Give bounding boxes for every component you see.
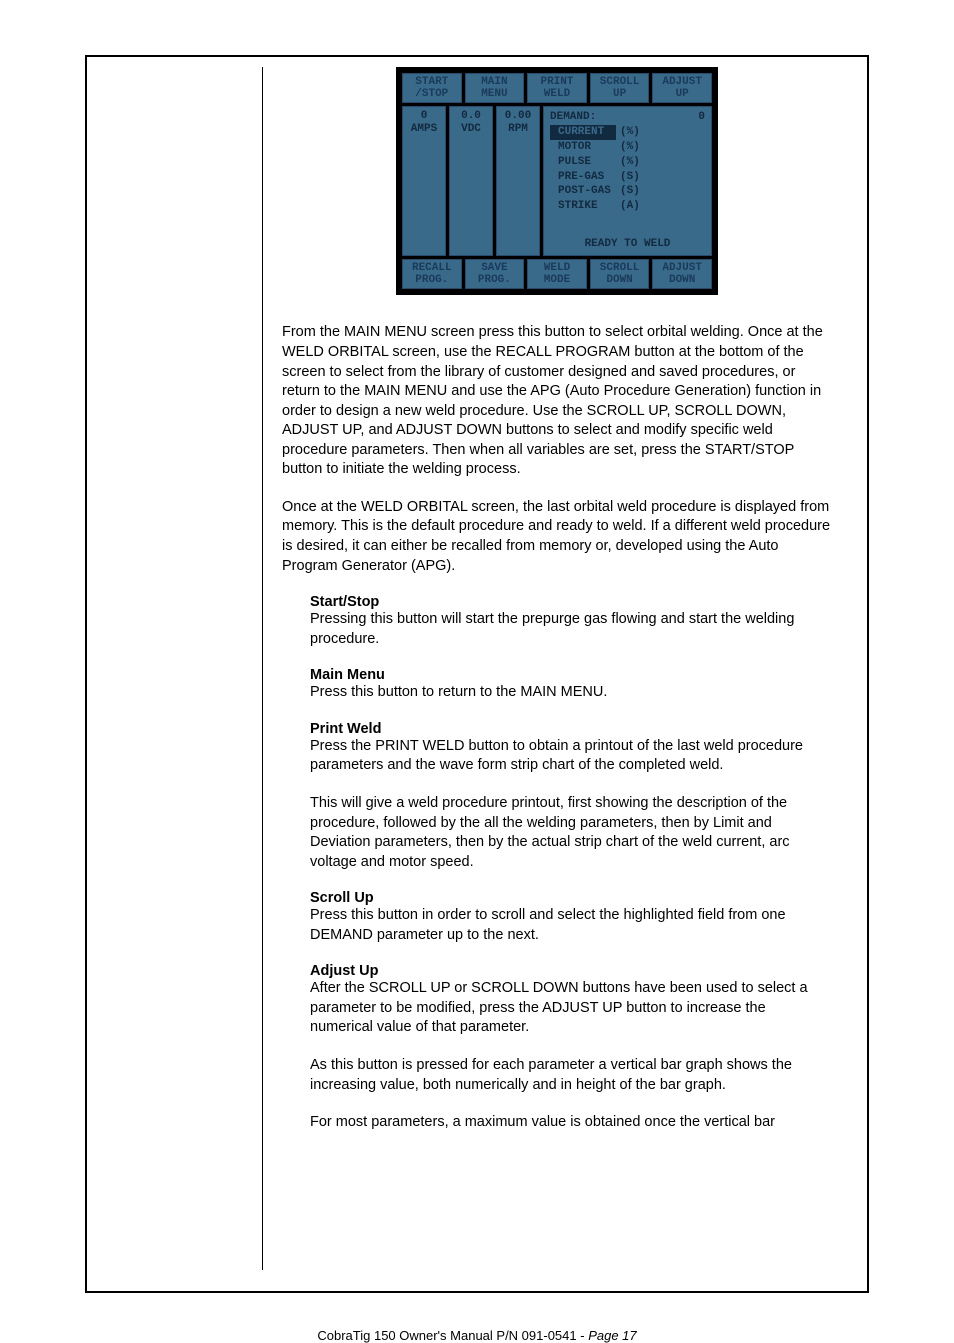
scroll-up-button[interactable]: SCROLL UP	[590, 73, 650, 103]
lcd-top-button-row: START /STOP MAIN MENU PRINT WELD SCROLL …	[402, 73, 712, 103]
page-footer: CobraTig 150 Owner's Manual P/N 091-0541…	[0, 1328, 954, 1343]
save-prog-button[interactable]: SAVE PROG.	[465, 259, 525, 289]
demand-param-row: MOTOR(%)	[550, 140, 705, 155]
ready-to-weld-status: READY TO WELD	[544, 237, 711, 252]
amps-readout: 0 AMPS	[402, 106, 446, 256]
demand-param-unit: (%)	[616, 140, 640, 155]
section: Start/StopPressing this button will star…	[310, 594, 832, 649]
adjust-down-button[interactable]: ADJUST DOWN	[652, 259, 712, 289]
vdc-value: 0.0	[461, 110, 481, 122]
page-frame: START /STOP MAIN MENU PRINT WELD SCROLL …	[85, 55, 869, 1293]
rpm-readout: 0.00 RPM	[496, 106, 540, 256]
section: Scroll UpPress this button in order to s…	[310, 890, 832, 945]
intro-paragraph-2: Once at the WELD ORBITAL screen, the las…	[282, 498, 832, 576]
vdc-readout: 0.0 VDC	[449, 106, 493, 256]
section-heading: Print Weld	[310, 721, 832, 737]
section-heading: Main Menu	[310, 667, 832, 683]
section-paragraph: Press this button in order to scroll and…	[310, 906, 832, 945]
recall-prog-button[interactable]: RECALL PROG.	[402, 259, 462, 289]
column-divider	[262, 67, 263, 1270]
footer-page-number: Page 17	[588, 1328, 636, 1343]
demand-title: DEMAND:	[550, 110, 705, 125]
demand-param-unit: (S)	[616, 170, 640, 185]
demand-param-name: POST-GAS	[550, 184, 616, 199]
adjust-up-button[interactable]: ADJUST UP	[652, 73, 712, 103]
footer-text: CobraTig 150 Owner's Manual P/N 091-0541…	[317, 1328, 588, 1343]
demand-param-name: CURRENT	[550, 125, 616, 140]
section: Adjust UpAfter the SCROLL UP or SCROLL D…	[310, 963, 832, 1132]
section-paragraph: As this button is pressed for each param…	[310, 1056, 832, 1095]
start-stop-button[interactable]: START /STOP	[402, 73, 462, 103]
section-paragraph: Press this button to return to the MAIN …	[310, 683, 832, 703]
section-heading: Start/Stop	[310, 594, 832, 610]
section-paragraph: This will give a weld procedure printout…	[310, 794, 832, 872]
demand-param-row: PULSE(%)	[550, 155, 705, 170]
rpm-value: 0.00	[505, 110, 531, 122]
demand-value-top-right: 0	[698, 110, 705, 125]
amps-value: 0	[421, 110, 428, 122]
print-weld-button[interactable]: PRINT WELD	[527, 73, 587, 103]
demand-param-row: POST-GAS(S)	[550, 184, 705, 199]
rpm-label: RPM	[508, 123, 528, 135]
demand-param-row: PRE-GAS(S)	[550, 170, 705, 185]
section-paragraph: For most parameters, a maximum value is …	[310, 1113, 832, 1133]
demand-param-unit: (A)	[616, 199, 640, 214]
scroll-down-button[interactable]: SCROLL DOWN	[590, 259, 650, 289]
lcd-bottom-button-row: RECALL PROG. SAVE PROG. WELD MODE SCROLL…	[402, 259, 712, 289]
demand-param-row: STRIKE(A)	[550, 199, 705, 214]
section-paragraph: Press the PRINT WELD button to obtain a …	[310, 737, 832, 776]
lcd-screenshot: START /STOP MAIN MENU PRINT WELD SCROLL …	[396, 67, 718, 295]
amps-label: AMPS	[411, 123, 437, 135]
lcd-middle-panel: 0 AMPS 0.0 VDC 0.00 RPM DEMAND: 0 CURREN…	[402, 106, 712, 256]
intro-paragraph-1: From the MAIN MENU screen press this but…	[282, 323, 832, 480]
demand-param-unit: (%)	[616, 125, 640, 140]
main-menu-button[interactable]: MAIN MENU	[465, 73, 525, 103]
demand-param-name: MOTOR	[550, 140, 616, 155]
weld-mode-button[interactable]: WELD MODE	[527, 259, 587, 289]
demand-param-unit: (S)	[616, 184, 640, 199]
section-paragraph: Pressing this button will start the prep…	[310, 610, 832, 649]
section: Main MenuPress this button to return to …	[310, 667, 832, 703]
demand-param-row: CURRENT(%)	[550, 125, 705, 140]
section-heading: Adjust Up	[310, 963, 832, 979]
section-heading: Scroll Up	[310, 890, 832, 906]
demand-param-unit: (%)	[616, 155, 640, 170]
lcd-demand-panel: DEMAND: 0 CURRENT(%)MOTOR(%)PULSE(%)PRE-…	[543, 106, 712, 256]
section-paragraph: After the SCROLL UP or SCROLL DOWN butto…	[310, 979, 832, 1038]
demand-param-name: STRIKE	[550, 199, 616, 214]
content-column: START /STOP MAIN MENU PRINT WELD SCROLL …	[282, 57, 832, 1133]
demand-param-name: PRE-GAS	[550, 170, 616, 185]
vdc-label: VDC	[461, 123, 481, 135]
section: Print WeldPress the PRINT WELD button to…	[310, 721, 832, 872]
demand-param-name: PULSE	[550, 155, 616, 170]
